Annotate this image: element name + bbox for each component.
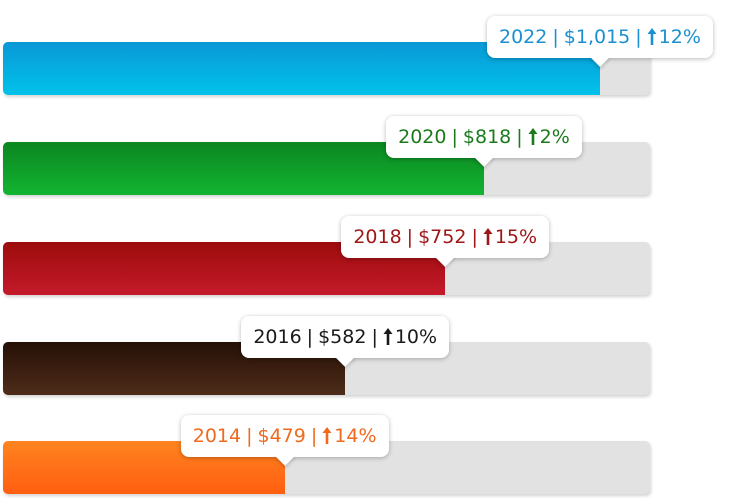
callout: 2020 | $818 | 2% [386, 116, 582, 167]
up-arrow [383, 318, 393, 345]
value-label: $582 [318, 326, 367, 348]
separator: | [451, 126, 458, 148]
year-label: 2022 [499, 26, 548, 48]
up-arrow [322, 417, 332, 444]
separator: | [471, 226, 478, 248]
up-arrow [483, 218, 493, 245]
year-label: 2018 [353, 226, 402, 248]
change-label: 14% [334, 425, 377, 447]
separator: | [371, 326, 378, 348]
value-label: $752 [418, 226, 467, 248]
value-label: $479 [257, 425, 306, 447]
callout: 2014 | $479 | 14% [180, 415, 389, 466]
callout: 2018 | $752 | 15% [341, 216, 550, 267]
separator: | [552, 26, 559, 48]
year-label: 2016 [253, 326, 302, 348]
value-label: $818 [462, 126, 512, 148]
up-arrow [528, 118, 538, 145]
separator: | [406, 226, 414, 248]
up-arrow [647, 18, 657, 45]
change-label: 15% [494, 226, 538, 248]
separator: | [635, 26, 642, 48]
separator: | [310, 425, 318, 447]
value-label: $1,015 [563, 26, 631, 48]
change-label: 10% [394, 326, 438, 348]
separator: | [246, 425, 253, 447]
year-label: 2020 [398, 126, 447, 148]
change-label: 12% [658, 26, 701, 48]
separator: | [516, 126, 523, 148]
callout: 2016 | $582 | 10% [241, 316, 450, 367]
year-label: 2014 [192, 425, 242, 447]
separator: | [306, 326, 314, 348]
change-label: 2% [539, 126, 570, 148]
callout: 2022 | $1,015 | 12% [487, 16, 713, 67]
